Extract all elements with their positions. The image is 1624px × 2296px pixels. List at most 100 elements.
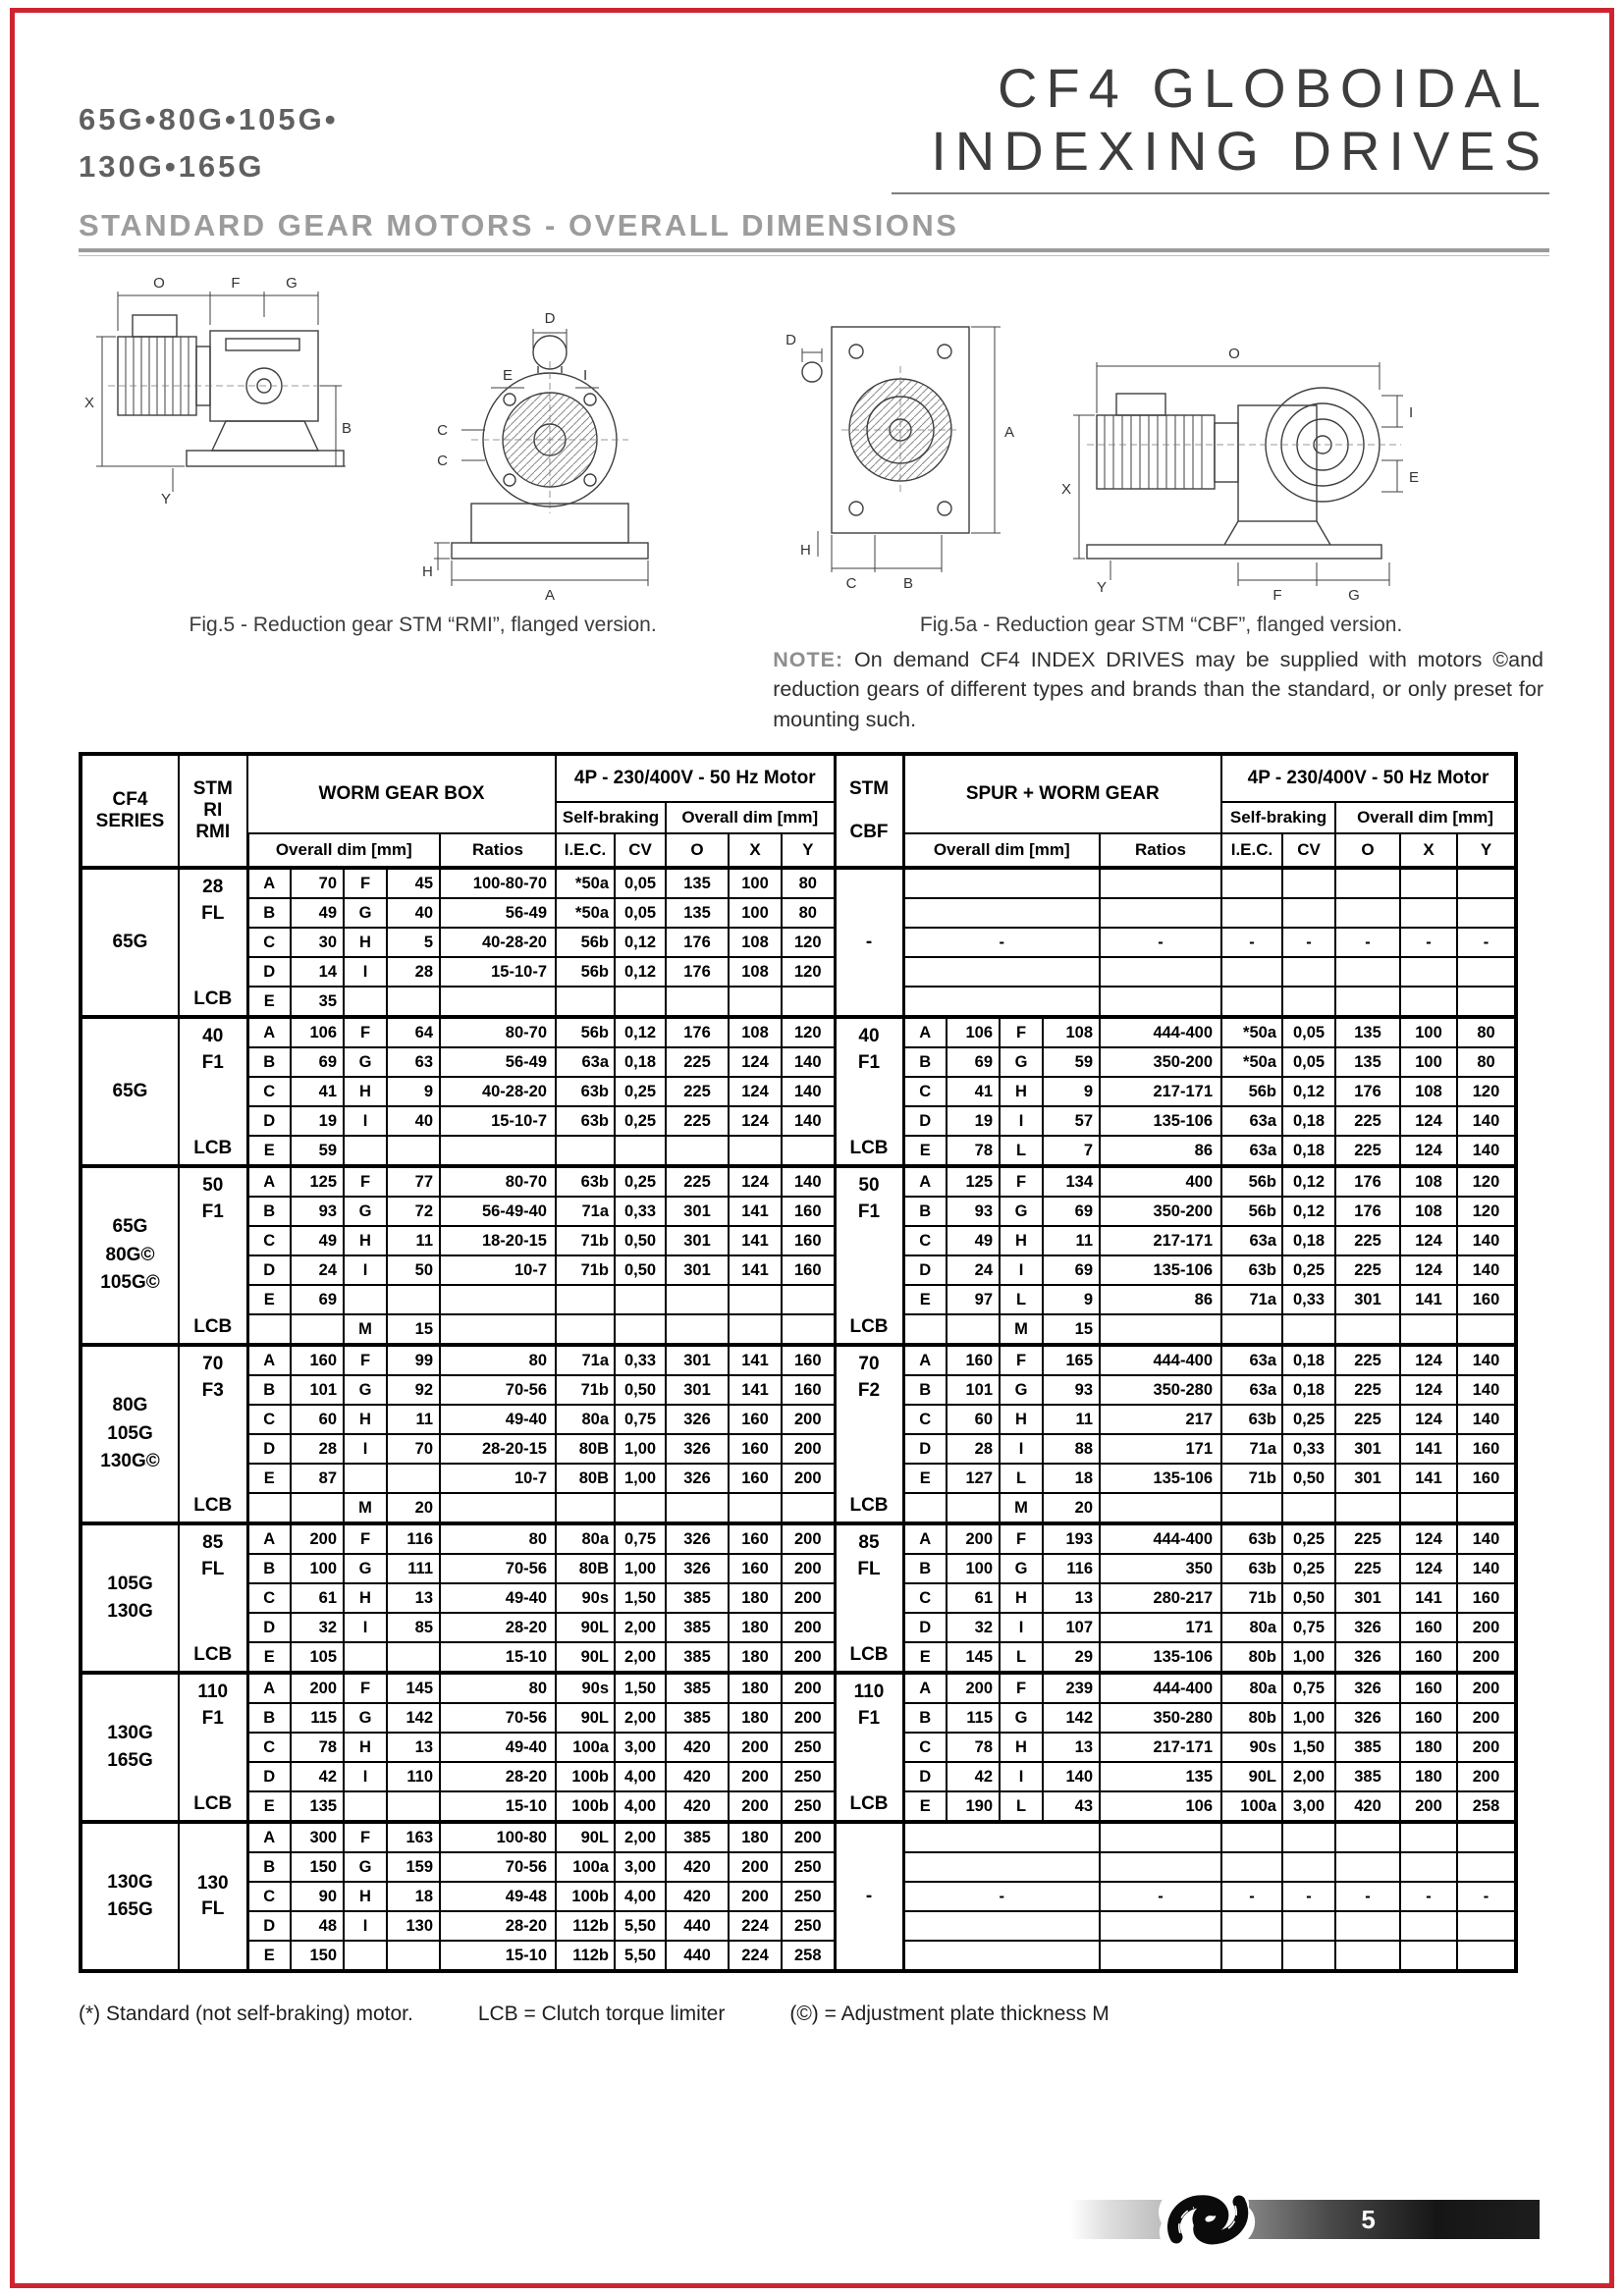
cv-cell: 0,50	[1281, 1463, 1336, 1495]
dim-value-cell: 101	[290, 1374, 345, 1407]
ratios-cell: 49-40	[439, 1404, 557, 1436]
table-row: D 48 I 130 28-20 112b 5,50 440 224 250	[81, 1910, 1517, 1943]
dim-o-cell	[665, 986, 730, 1019]
cv-cell: 0,05	[1281, 1015, 1336, 1049]
col-header-o-right: O	[1334, 832, 1401, 870]
dim-value-cell: 19	[290, 1105, 345, 1138]
dim-letter-cell: A	[901, 1343, 947, 1377]
dim-letter-cell: G	[343, 1374, 388, 1407]
dim-letter-cell: D	[245, 1910, 292, 1943]
iec-cell: 90L	[555, 1702, 616, 1735]
iec-cell: 90L	[555, 1820, 616, 1854]
dim-value-cell: 125	[946, 1164, 1001, 1199]
dim-x-cell	[728, 1313, 783, 1347]
ratios-cell: 28-20-15	[439, 1433, 557, 1466]
cv-cell: 0,50	[614, 1225, 667, 1257]
rmi-cell: 110 F1 LCB	[178, 1671, 248, 1824]
cbf-cell: -	[833, 1820, 904, 1973]
ratios-cell	[1099, 986, 1222, 1019]
ratios-cell: 350	[1099, 1553, 1222, 1585]
dim-y-cell	[781, 1135, 836, 1168]
dim-y-cell: 200	[781, 1463, 836, 1495]
ratios-cell: 80-70	[439, 1015, 557, 1049]
dim-letter-cell: A	[245, 866, 292, 900]
cv-cell: 0,12	[1281, 1196, 1336, 1228]
table-row: D 24 I 50 10-7 71b 0,50 301 141 160 D 24 I 69 135-106 6…	[81, 1255, 1517, 1287]
dim-x-cell: 200	[728, 1851, 783, 1884]
table-row: B 93 G 72 56-49-40 71a 0,33 301 141 160 B 93 G 69 350-…	[81, 1196, 1517, 1228]
ratios-cell: 56-49	[439, 897, 557, 930]
dim-x-cell: 108	[1399, 1164, 1458, 1199]
dim-value-cell: 41	[946, 1076, 1001, 1108]
iec-cell: 71b	[555, 1255, 616, 1287]
table-row: C 30 H 5 40-28-20 56b 0,12 176 108 120- - - - - - -	[81, 927, 1517, 959]
dim-o-cell: 225	[1334, 1522, 1401, 1556]
dim-letter-cell: B	[901, 1374, 947, 1407]
dim-value-cell: 107	[1042, 1612, 1101, 1644]
dim-value-cell: 69	[290, 1046, 345, 1079]
dim-y-cell	[1456, 956, 1517, 988]
dim-y-cell: 140	[781, 1105, 836, 1138]
dim-x-cell: 124	[1399, 1404, 1458, 1436]
cv-cell: 0,75	[1281, 1671, 1336, 1705]
dim-value-cell: 85	[386, 1612, 441, 1644]
dim-x-cell: 160	[728, 1433, 783, 1466]
iec-cell: 80B	[555, 1433, 616, 1466]
dim-letter-cell: C	[245, 1076, 292, 1108]
fig5a-drawing: D A H C B	[785, 325, 1419, 604]
dim-o-cell	[665, 1284, 730, 1316]
dim-o-cell: 301	[665, 1343, 730, 1377]
dim-letter-cell: F	[999, 1164, 1044, 1199]
iec-cell: 63b	[555, 1105, 616, 1138]
ratios-cell: 86	[1099, 1284, 1222, 1316]
dim-value-cell	[386, 1641, 441, 1675]
cv-cell: 0,18	[1281, 1105, 1336, 1138]
ratios-cell: 70-56	[439, 1553, 557, 1585]
dim-y-cell: 120	[781, 1015, 836, 1049]
iec-cell: 56b	[555, 1015, 616, 1049]
dim-letter-cell: H	[999, 1404, 1044, 1436]
cv-cell: 0,12	[614, 1015, 667, 1049]
dim-letter-cell: B	[245, 1374, 292, 1407]
iec-cell: 56b	[555, 927, 616, 959]
col-header-stm-rmi: STM RI RMI	[178, 753, 248, 870]
fig5-dim-y: Y	[161, 491, 171, 507]
dim-letter-cell: C	[901, 1404, 947, 1436]
dim-o-cell: 420	[665, 1851, 730, 1884]
dim-y-cell	[1456, 1820, 1517, 1854]
dim-o-cell: 135	[1334, 1046, 1401, 1079]
dim-x-cell: 141	[1399, 1463, 1458, 1495]
dim-letter-cell: G	[343, 1046, 388, 1079]
cv-cell: 0,25	[614, 1164, 667, 1199]
ratios-cell	[439, 986, 557, 1019]
iec-cell	[1220, 1851, 1283, 1884]
dim-letter-cell: M	[343, 1492, 388, 1525]
dim-o-cell: 385	[665, 1582, 730, 1615]
dim-value-cell: 142	[1042, 1702, 1101, 1735]
dim-o-cell: 301	[1334, 1582, 1401, 1615]
iec-cell	[1220, 956, 1283, 988]
dim-value-cell: 69	[290, 1284, 345, 1316]
dim-letter-cell: E	[901, 1284, 947, 1316]
fig5-dim-i: I	[583, 367, 587, 384]
dim-value-cell: 99	[386, 1343, 441, 1377]
iec-cell	[1220, 866, 1283, 900]
table-row: M 20 M 20	[81, 1492, 1517, 1525]
col-header-overall-motor-right: Overall dim [mm]	[1334, 801, 1517, 835]
dim-x-cell: 124	[728, 1164, 783, 1199]
dim-y-cell: 200	[781, 1553, 836, 1585]
dim-span-cell	[901, 986, 1101, 1019]
dim-o-cell: 176	[665, 956, 730, 988]
page-title: CF4 GLOBOIDAL INDEXING DRIVES	[892, 57, 1549, 194]
cv-cell: 1,50	[614, 1671, 667, 1705]
dim-value-cell: 200	[946, 1671, 1001, 1705]
dim-letter-cell: F	[999, 1343, 1044, 1377]
dim-value-cell: 64	[386, 1015, 441, 1049]
iec-cell: 71b	[1220, 1463, 1283, 1495]
rmi-cell: 28 FL LCB	[178, 866, 248, 1019]
note-paragraph: NOTE: On demand CF4 INDEX DRIVES may be …	[773, 645, 1549, 735]
dim-o-cell: 225	[1334, 1225, 1401, 1257]
cbf-cell: -	[833, 866, 904, 1019]
figure-5a: D A H C B	[767, 268, 1549, 735]
iec-cell	[555, 1313, 616, 1347]
